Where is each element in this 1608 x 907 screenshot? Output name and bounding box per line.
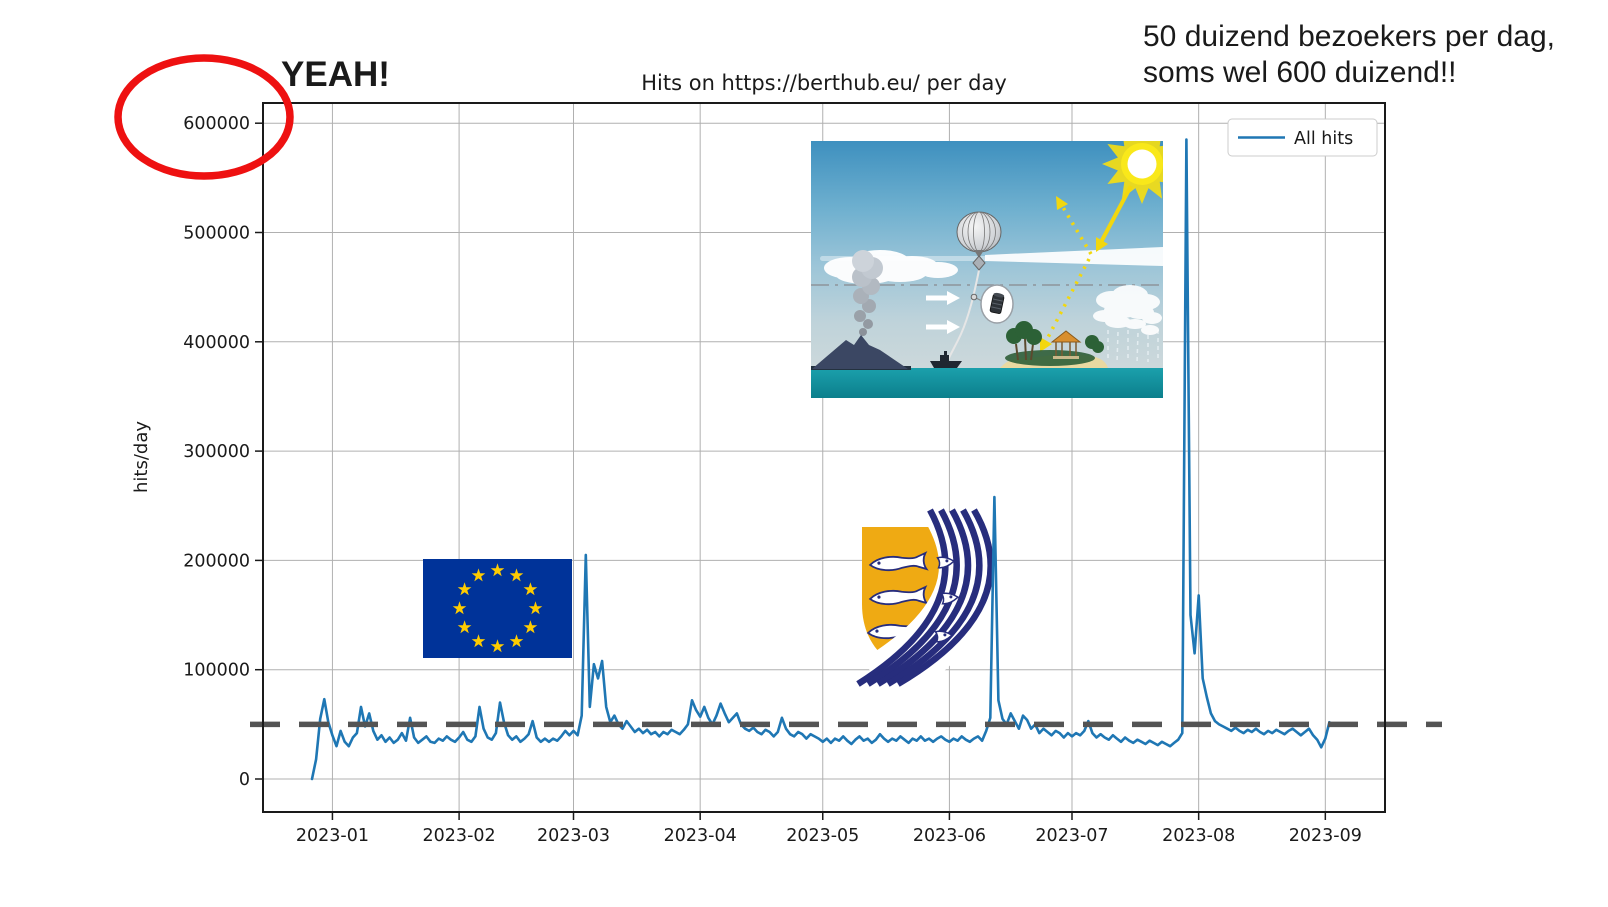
fish-body: [868, 551, 929, 572]
sun-icon: [1102, 141, 1163, 204]
eu-flag-stars: [452, 563, 543, 653]
fish-eye: [877, 561, 881, 565]
eu-flag-image: [423, 559, 572, 658]
gazebo: [1050, 330, 1082, 359]
wavy-bend-stripe: [896, 508, 994, 687]
fish-head-eye: [943, 633, 947, 637]
x-tick-label: 2023-01: [296, 826, 369, 846]
herring-head: [940, 592, 960, 605]
note-line-2: soms wel 600 duizend!!: [1143, 56, 1457, 89]
balloon-icon: [956, 211, 1002, 271]
x-tick-label: 2023-09: [1289, 826, 1362, 846]
embedded-images-layer: [423, 141, 1163, 709]
dispersal-arrow-2: [926, 320, 960, 334]
axes-layer: 0 100000 200000 300000 400000 500000 600000 202…: [183, 102, 1386, 846]
herring-head: [934, 630, 954, 643]
legend: All hits: [1227, 118, 1378, 157]
all-hits-line-series: [310, 138, 1331, 781]
tether-ring: [970, 293, 978, 301]
fish-head-eye: [949, 595, 953, 599]
chart-title: Hits on https://berthub.eu/ per day: [641, 71, 1007, 95]
x-tick-label: 2023-04: [664, 826, 737, 846]
eu-flag-star: [457, 582, 472, 596]
eu-flag-star: [509, 634, 524, 648]
x-tick-label: 2023-02: [423, 826, 496, 846]
red-annotations: YEAH! 50 duizend bezoekers per dag, soms…: [114, 20, 1555, 180]
eu-flag-star: [471, 634, 486, 648]
wavy-bend-stripe: [886, 508, 983, 687]
eu-flag-star: [452, 601, 467, 615]
y-tick-label: 400000: [183, 333, 250, 353]
eu-flag-star: [523, 582, 538, 596]
ship: [930, 351, 962, 368]
island: [1000, 321, 1108, 368]
herring-fish: [868, 585, 929, 606]
volcano-smoke: [852, 250, 883, 336]
rain-cloud: [1093, 285, 1162, 364]
red-circle-annotation: [114, 54, 294, 180]
y-tick-label: 200000: [183, 551, 250, 571]
legend-box: [1227, 118, 1378, 157]
sunlight-arrow-scattered-down: [1040, 258, 1091, 352]
aerosol-band: [985, 247, 1163, 266]
coat-of-arms-image: [856, 495, 997, 709]
eu-flag-star: [457, 620, 472, 634]
y-tick-label: 500000: [183, 224, 250, 244]
eu-flag-star: [490, 639, 505, 653]
herring-head: [936, 556, 956, 569]
plot-spines: [262, 102, 1386, 813]
fish-head: [936, 556, 956, 569]
dispersal-arrow-1: [926, 291, 960, 305]
y-tick-label: 0: [239, 770, 250, 790]
fish-head-eye: [945, 559, 949, 563]
yeah-annotation: YEAH!: [281, 55, 390, 94]
x-tick-label: 2023-03: [537, 826, 610, 846]
sunlight-arrow-reflected-up: [1056, 196, 1093, 255]
eu-flag-star: [523, 620, 538, 634]
herring-fish: [868, 551, 929, 572]
sai-sea: [811, 368, 1163, 398]
x-tick-label: 2023-06: [913, 826, 986, 846]
fish-eye: [875, 629, 879, 633]
x-tick-label: 2023-07: [1035, 826, 1108, 846]
y-tick-label: 300000: [183, 442, 250, 462]
x-tick-label: 2023-05: [786, 826, 859, 846]
volcano: [812, 335, 908, 369]
note-line-1: 50 duizend bezoekers per dag,: [1143, 20, 1555, 53]
fish-eye: [877, 595, 881, 599]
y-tick-label: 600000: [183, 114, 250, 134]
wavy-bend-stripe: [876, 508, 972, 687]
canister-inset: [980, 284, 1014, 324]
eu-flag-star: [471, 568, 486, 582]
fish-body: [868, 585, 929, 606]
eu-flag-star: [509, 568, 524, 582]
y-tick-label: 100000: [183, 661, 250, 681]
balloon-tether: [947, 269, 980, 361]
y-axis-label: hits/day: [131, 421, 152, 493]
sunlight-arrow-incoming: [1096, 185, 1133, 252]
sai-diagram-image: [811, 141, 1163, 398]
fish-head: [934, 630, 954, 643]
fish-head: [940, 592, 960, 605]
x-tick-label: 2023-08: [1162, 826, 1235, 846]
legend-label: All hits: [1294, 129, 1353, 149]
eu-flag-star: [528, 601, 543, 615]
wavy-bend-stripe: [856, 508, 949, 687]
eu-flag-star: [490, 563, 505, 577]
